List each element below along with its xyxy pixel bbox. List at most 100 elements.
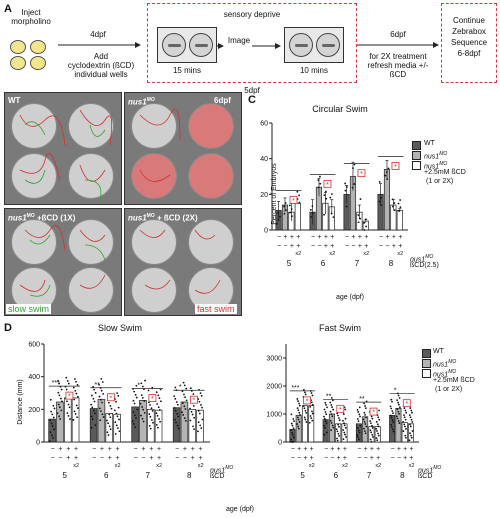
data-point <box>176 412 179 415</box>
sign-row2: − <box>297 455 301 462</box>
data-point <box>398 422 401 424</box>
bar <box>180 401 189 443</box>
data-point <box>403 407 406 409</box>
data-point <box>363 421 366 423</box>
sign-row1: + <box>330 234 334 241</box>
x-tick-label: 6 <box>334 471 339 480</box>
sensory-deprive-box <box>147 3 357 83</box>
red-box-star: * <box>151 396 154 403</box>
x-tick-label: 8 <box>389 259 394 268</box>
data-point <box>346 186 348 188</box>
data-point <box>363 221 366 224</box>
data-point <box>184 419 187 422</box>
data-point <box>76 416 79 419</box>
data-point <box>60 388 63 391</box>
data-point <box>72 419 75 421</box>
data-point <box>198 412 201 415</box>
data-point <box>343 431 346 434</box>
data-point <box>356 418 359 420</box>
sign-row2: + <box>66 455 70 462</box>
data-point <box>311 410 313 413</box>
bar <box>395 408 402 443</box>
data-point <box>376 430 378 432</box>
data-point <box>193 428 195 431</box>
data-point <box>92 409 95 412</box>
data-point <box>397 403 400 406</box>
data-point <box>155 391 158 394</box>
significance-stars: * <box>137 383 140 390</box>
data-point <box>157 406 160 409</box>
data-point <box>115 412 118 415</box>
continue-label: Continue <box>452 16 486 25</box>
data-point <box>330 429 332 431</box>
x2-label: x2 <box>156 463 162 469</box>
legend-swatch <box>412 141 421 150</box>
bar <box>131 406 139 443</box>
data-point <box>158 409 161 411</box>
data-point <box>193 416 196 419</box>
data-point <box>92 397 95 400</box>
data-point <box>343 424 346 427</box>
y-tick-label: 0 <box>36 440 40 447</box>
red-box-marker <box>148 394 157 402</box>
sign-row2: + <box>324 243 328 250</box>
data-point <box>391 205 394 208</box>
data-point <box>283 205 286 208</box>
data-point <box>141 417 144 420</box>
wt-photo-label: WT <box>8 96 21 105</box>
data-point <box>410 418 413 421</box>
well <box>131 103 177 149</box>
data-point <box>289 211 291 214</box>
data-point <box>51 434 53 437</box>
legend-item-wt: WT <box>412 140 498 150</box>
data-point <box>177 415 180 418</box>
data-point <box>405 428 407 430</box>
nus1-text: nus1 <box>433 361 449 369</box>
data-point <box>363 411 366 414</box>
x2-label: x2 <box>342 463 348 469</box>
data-point <box>299 413 301 416</box>
data-point <box>336 430 339 433</box>
data-point <box>114 433 117 435</box>
data-point <box>134 414 136 417</box>
data-point <box>155 424 158 426</box>
data-point <box>330 397 333 399</box>
chart-slow-swim: 0200400600−−+−++++x25****−−+−++++x26***−… <box>28 342 210 480</box>
data-point <box>344 417 347 420</box>
data-point <box>375 437 378 439</box>
data-point <box>291 215 293 218</box>
treatment-label-3: ßCD <box>389 70 407 79</box>
sign-row2: + <box>376 455 380 462</box>
fast-swim-label: fast swim <box>195 304 237 314</box>
data-point <box>370 440 373 443</box>
row-label-bcd-slow: ßCD <box>210 473 225 480</box>
data-point <box>392 421 395 424</box>
sign-row2: + <box>149 455 153 462</box>
arrow-6dpf-label: 6dpf <box>390 30 406 39</box>
sign-row1: + <box>403 446 407 453</box>
data-point <box>363 229 366 231</box>
red-box-star: * <box>339 407 342 414</box>
sign-row2: − <box>317 243 321 250</box>
data-point <box>370 431 373 434</box>
data-point <box>353 183 356 185</box>
data-point <box>397 209 400 212</box>
data-point <box>135 384 138 387</box>
data-point <box>397 401 400 404</box>
data-point <box>399 206 402 209</box>
data-point <box>148 425 151 427</box>
panel-c-letter: C <box>248 94 256 106</box>
data-point <box>408 439 411 442</box>
data-point <box>391 400 393 403</box>
data-point <box>116 427 119 429</box>
data-point <box>386 178 389 181</box>
data-point <box>135 417 137 419</box>
mo-sup: MO <box>225 465 234 471</box>
data-point <box>49 431 52 433</box>
sign-row2: + <box>310 455 314 462</box>
slow-swim-label: slow swim <box>6 304 52 314</box>
data-point <box>117 394 120 397</box>
data-point <box>106 419 108 422</box>
data-point <box>149 427 152 430</box>
sign-row2: + <box>108 455 112 462</box>
